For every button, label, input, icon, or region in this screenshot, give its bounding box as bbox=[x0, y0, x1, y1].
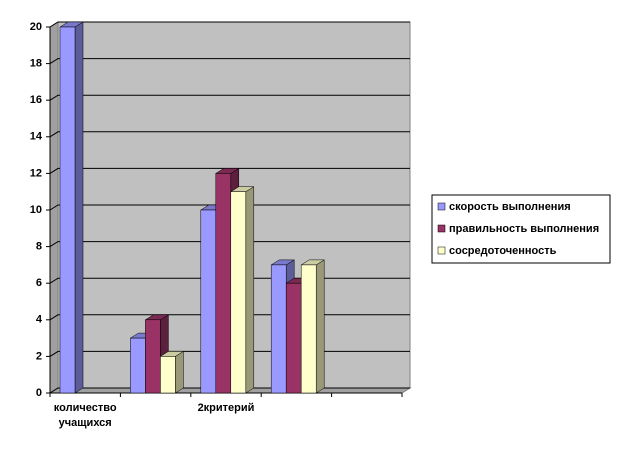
y-tick-label: 18 bbox=[30, 58, 42, 70]
bar-front bbox=[145, 319, 161, 394]
legend-label: скорость выполнения bbox=[449, 201, 571, 213]
y-tick-label: 2 bbox=[36, 350, 42, 362]
y-tick-label: 12 bbox=[30, 167, 42, 179]
bar-front bbox=[200, 209, 217, 394]
bar-front bbox=[160, 356, 176, 394]
y-tick-label: 8 bbox=[36, 241, 42, 253]
x-tick-label: количество учащихся bbox=[53, 402, 117, 429]
bar-side bbox=[315, 259, 325, 394]
bar-front bbox=[285, 282, 302, 394]
legend-swatch bbox=[437, 246, 446, 255]
grid-line bbox=[49, 21, 410, 28]
bar bbox=[229, 186, 255, 394]
grid-line bbox=[49, 58, 410, 65]
bar-front bbox=[270, 264, 287, 394]
y-tick-label: 6 bbox=[36, 277, 42, 289]
grid-line bbox=[49, 131, 410, 138]
y-tick-label: 10 bbox=[30, 204, 42, 216]
grid-line bbox=[49, 241, 410, 248]
bar-side bbox=[245, 186, 255, 394]
x-tick-label: 2критерий bbox=[197, 402, 255, 414]
bar-side bbox=[74, 21, 84, 394]
bar-front bbox=[230, 191, 247, 394]
legend-label: правильность выполнения bbox=[449, 223, 599, 235]
y-tick-label: 20 bbox=[30, 21, 42, 33]
y-tick-label: 0 bbox=[36, 387, 42, 399]
grid-line bbox=[49, 167, 410, 174]
bar-front bbox=[59, 26, 76, 394]
grid-line bbox=[49, 204, 410, 211]
legend-label: сосредоточенность bbox=[449, 245, 557, 257]
y-tick-label: 4 bbox=[36, 314, 43, 326]
grid-line bbox=[49, 94, 410, 101]
bar-front bbox=[215, 173, 232, 394]
y-tick-label: 16 bbox=[30, 94, 42, 106]
legend-swatch bbox=[437, 224, 446, 233]
bar-front bbox=[130, 337, 146, 394]
y-tick-label: 14 bbox=[30, 131, 43, 143]
bar-side bbox=[175, 350, 184, 394]
legend-swatch bbox=[437, 202, 446, 211]
bar-front bbox=[300, 264, 317, 394]
bar bbox=[159, 350, 185, 394]
bar bbox=[300, 259, 326, 394]
bar bbox=[59, 21, 84, 394]
legend-box bbox=[431, 194, 611, 264]
